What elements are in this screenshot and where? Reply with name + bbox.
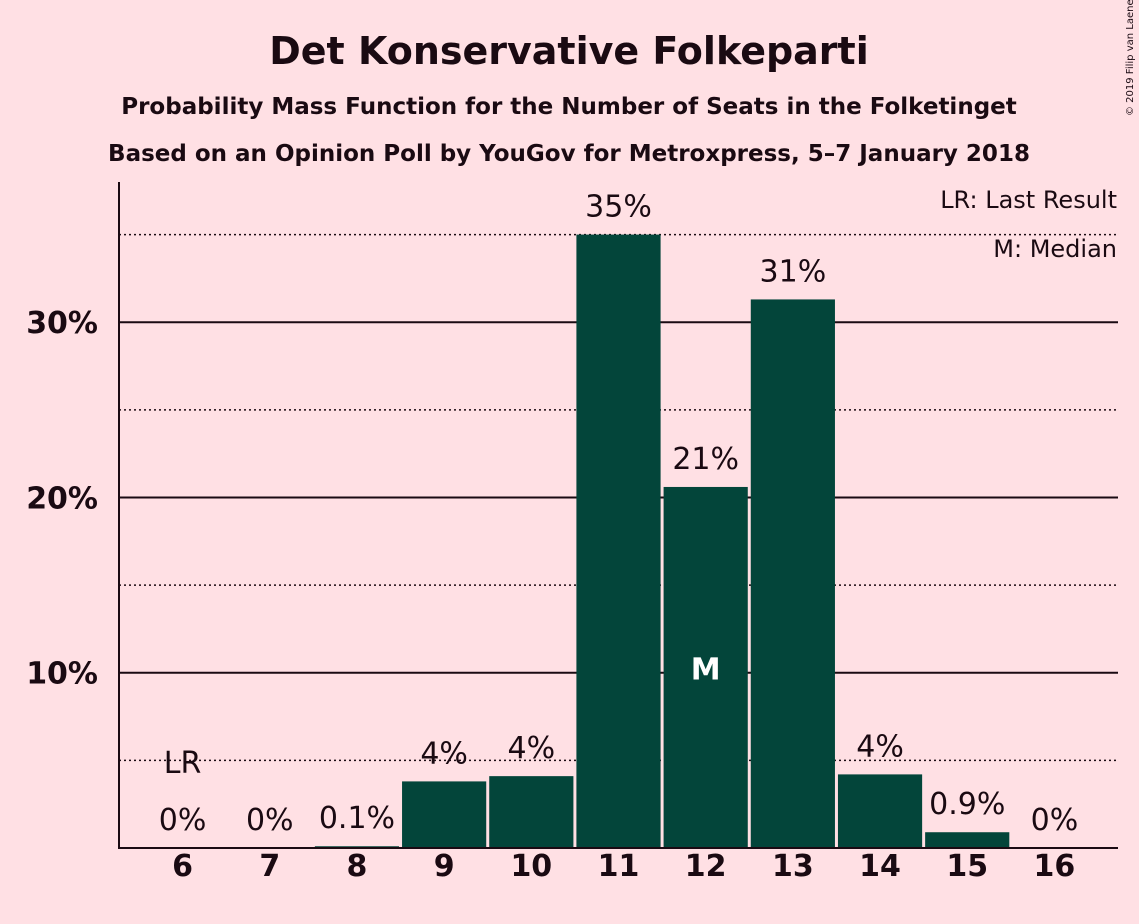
value-label-9: 4% [420, 736, 468, 771]
value-label-7: 0% [246, 803, 294, 838]
bar-11 [576, 234, 661, 848]
y-tick-label: 10% [26, 657, 98, 692]
x-tick-label: 13 [772, 849, 814, 884]
x-tick-label: 11 [598, 849, 640, 884]
value-label-15: 0.9% [929, 787, 1005, 822]
median-marker: M [691, 652, 721, 687]
bar-9 [402, 781, 487, 848]
value-label-16: 0% [1031, 803, 1079, 838]
x-axis-ticks: 6 7 8 9 10 11 12 13 14 15 16 [172, 849, 1075, 884]
y-tick-label: 30% [26, 306, 98, 341]
bar-10 [489, 776, 574, 848]
value-label-10: 4% [508, 731, 556, 766]
value-label-6: 0% [159, 803, 207, 838]
x-tick-label: 7 [259, 849, 280, 884]
bar-12 [663, 486, 748, 848]
x-tick-label: 8 [347, 849, 368, 884]
copyright-notice: © 2019 Filip van Laenen [1125, 0, 1136, 116]
bar-14 [837, 774, 923, 848]
last-result-marker: LR [164, 746, 202, 781]
legend-last-result: LR: Last Result [940, 186, 1117, 214]
bar-15 [925, 832, 1010, 848]
x-tick-label: 16 [1034, 849, 1076, 884]
gridlines [119, 233, 1118, 762]
chart-subtitle: Probability Mass Function for the Number… [121, 94, 1017, 120]
x-tick-label: 6 [172, 849, 193, 884]
chart-title: Det Konservative Folkeparti [269, 29, 869, 73]
x-tick-label: 12 [685, 849, 727, 884]
bars [314, 234, 1010, 848]
x-tick-label: 14 [859, 849, 901, 884]
value-label-13: 31% [760, 254, 827, 289]
value-labels: 0% LR 0% 0.1% 4% 4% 35% 21% M 31% 4% 0.9% 0% [159, 190, 1078, 838]
bar-13 [750, 299, 835, 848]
y-axis-ticks: 10% 20% 30% [26, 306, 98, 692]
x-tick-label: 10 [510, 849, 552, 884]
value-label-14: 4% [856, 729, 904, 764]
x-tick-label: 9 [434, 849, 455, 884]
x-tick-label: 15 [946, 849, 988, 884]
value-label-8: 0.1% [319, 801, 395, 836]
legend-median: M: Median [993, 235, 1117, 263]
y-tick-label: 20% [26, 481, 98, 516]
value-label-12: 21% [672, 442, 739, 477]
value-label-11: 35% [585, 190, 652, 225]
chart-subtitle-poll: Based on an Opinion Poll by YouGov for M… [108, 141, 1030, 167]
